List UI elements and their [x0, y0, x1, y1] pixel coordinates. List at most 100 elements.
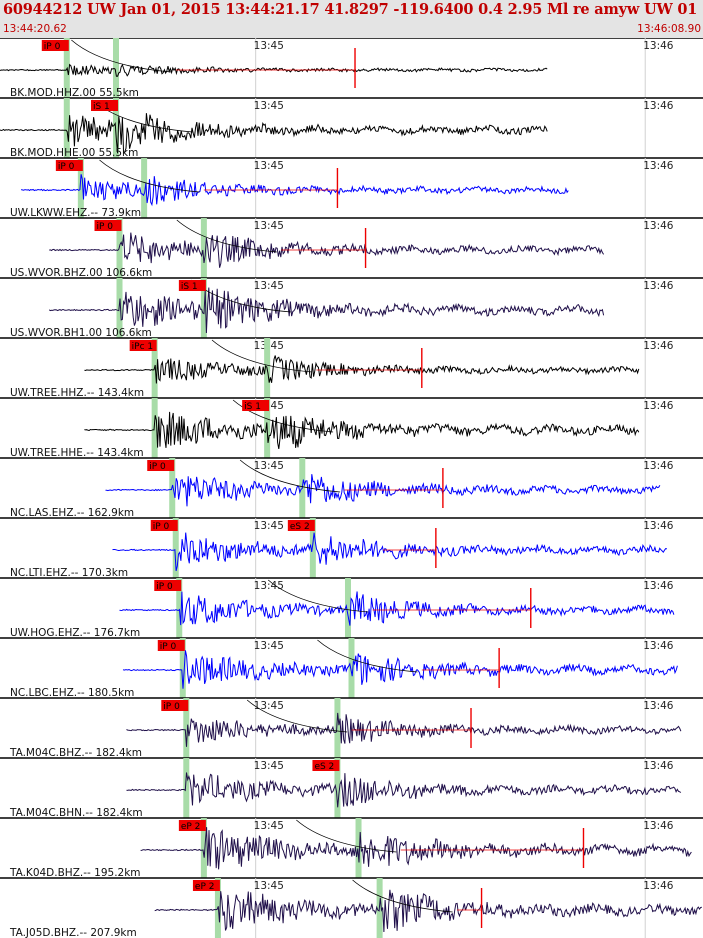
s-pick-band	[334, 698, 341, 758]
pick-label: iS 1	[244, 402, 261, 412]
trace-5[interactable]: 13:45 13:46 iS 1 US.WVOR.BH1.00 106.6km	[0, 277, 703, 339]
minute-label: 13:45	[254, 760, 284, 772]
pick-box[interactable]	[154, 580, 182, 591]
trace-3[interactable]: 13:45 13:46 iP 0 UW.LKWW.EHZ.-- 73.9km	[0, 157, 703, 219]
p-pick-band	[200, 818, 207, 878]
pick-box[interactable]	[242, 400, 270, 411]
pick-label: iPc 1	[132, 342, 153, 352]
pick-box[interactable]	[150, 520, 178, 531]
travel-time-curve	[176, 219, 277, 253]
pick-box[interactable]	[94, 220, 122, 231]
pick-box[interactable]	[129, 340, 157, 351]
travel-time-curve	[232, 399, 334, 433]
minute-label: 13:46	[643, 40, 674, 52]
channel-label: TA.K04D.BHZ.-- 195.2km	[9, 867, 141, 879]
minute-label: 13:45	[254, 160, 284, 172]
pick-label: eP 2	[181, 822, 201, 832]
waveform	[49, 232, 605, 268]
pick-box[interactable]	[147, 460, 175, 471]
minute-label: 13:46	[643, 880, 674, 892]
p-pick-band	[183, 698, 190, 758]
travel-time-curve	[267, 579, 369, 613]
p-pick-band	[77, 158, 84, 218]
travel-time-curve	[99, 159, 200, 193]
waveform	[0, 63, 548, 77]
pick-box[interactable]	[41, 40, 69, 51]
waveform	[0, 113, 548, 155]
travel-time-curve	[211, 339, 313, 373]
event-title: 60944212 UW Jan 01, 2015 13:44:21.17 41.…	[3, 1, 703, 18]
pick-box[interactable]	[178, 280, 206, 291]
pick-box[interactable]	[312, 760, 340, 771]
waveform	[126, 712, 682, 747]
channel-label: US.WVOR.BH1.00 106.6km	[10, 327, 152, 339]
pick-box[interactable]	[157, 640, 185, 651]
travel-time-curve	[296, 819, 397, 853]
pick-box[interactable]	[192, 880, 220, 891]
waveform	[20, 174, 569, 207]
pick-label: iP 0	[160, 642, 177, 652]
trace-2[interactable]: 13:45 13:46 iS 1 BK.MOD.HHE.00 55.5km	[0, 97, 703, 159]
pick-label: eS 2	[290, 522, 310, 532]
minute-label: 13:46	[643, 520, 674, 532]
trace-9[interactable]: 13:45 13:46 iP 0 eS 2 NC.LTI.EHZ.-- 170.3km	[0, 517, 703, 579]
minute-label: 13:46	[643, 580, 674, 592]
pick-label: iP 0	[149, 462, 166, 472]
waveform	[119, 591, 675, 626]
trace-11[interactable]: 13:45 13:46 iP 0 NC.LBC.EHZ.-- 180.5km	[0, 637, 703, 699]
waveform	[84, 355, 640, 384]
minute-label: 13:46	[643, 400, 674, 412]
travel-time-curve	[246, 699, 348, 733]
pick-label: iP 0	[97, 222, 114, 232]
s-pick-band	[141, 158, 148, 218]
minute-label: 13:46	[643, 280, 674, 292]
minute-label: 13:45	[254, 100, 284, 112]
s-pick-band	[334, 758, 341, 818]
s-pick-band	[344, 578, 351, 638]
channel-label: TA.J05D.BHZ.-- 207.9km	[9, 927, 137, 938]
channel-label: UW.TREE.HHE.-- 143.4km	[10, 447, 144, 459]
waveform	[84, 411, 640, 449]
trace-1[interactable]: 13:45 13:46 iP 0 BK.MOD.HHZ.00 55.5km	[0, 38, 703, 99]
minute-label: 13:45	[254, 460, 284, 472]
pick-box[interactable]	[90, 100, 118, 111]
travel-time-curve	[239, 459, 341, 493]
pick-label: eP 2	[195, 882, 215, 892]
channel-label: BK.MOD.HHZ.00 55.5km	[10, 87, 139, 99]
pick-label: iS 1	[181, 282, 198, 292]
trace-14[interactable]: 13:45 13:46 eP 2 TA.K04D.BHZ.-- 195.2km	[0, 817, 703, 879]
trace-15[interactable]: 13:45 13:46 eP 2 TA.J05D.BHZ.-- 207.9km	[0, 877, 703, 938]
pick-label: iP 0	[163, 702, 180, 712]
minute-label: 13:46	[643, 760, 674, 772]
minute-label: 13:46	[643, 460, 674, 472]
pick-label: iP 0	[58, 162, 75, 172]
minute-label: 13:45	[254, 40, 284, 52]
p-pick-band	[63, 98, 70, 158]
pick-box[interactable]	[287, 520, 315, 531]
minute-label: 13:45	[254, 820, 284, 832]
pick-box[interactable]	[55, 160, 83, 171]
channel-label: UW.TREE.HHZ.-- 143.4km	[10, 387, 144, 399]
s-pick-band	[309, 518, 316, 578]
trace-12[interactable]: 13:45 13:46 iP 0 TA.M04C.BHZ.-- 182.4km	[0, 697, 703, 759]
channel-label: TA.M04C.BHN.-- 182.4km	[9, 807, 143, 819]
channel-label: NC.LBC.EHZ.-- 180.5km	[10, 687, 134, 699]
travel-time-curve	[71, 39, 172, 73]
channel-label: BK.MOD.HHE.00 55.5km	[10, 147, 138, 159]
trace-8[interactable]: 13:45 13:46 iP 0 NC.LAS.EHZ.-- 162.9km	[0, 457, 703, 519]
p-pick-band	[172, 518, 179, 578]
trace-13[interactable]: 13:45 13:46 eS 2 TA.M04C.BHN.-- 182.4km	[0, 757, 703, 819]
pick-label: iP 0	[156, 582, 173, 592]
pick-box[interactable]	[178, 820, 206, 831]
pick-label: iS 1	[93, 102, 110, 112]
channel-label: TA.M04C.BHZ.-- 182.4km	[9, 747, 142, 759]
trace-4[interactable]: 13:45 13:46 iP 0 US.WVOR.BHZ.00 106.6km	[0, 217, 703, 279]
pick-box[interactable]	[161, 700, 189, 711]
window-end-time: 13:46:08.90	[637, 23, 701, 35]
trace-10[interactable]: 13:45 13:46 iP 0 UW.HOG.EHZ.-- 176.7km	[0, 577, 703, 639]
minute-label: 13:45	[254, 580, 284, 592]
p-pick-band	[151, 398, 158, 458]
